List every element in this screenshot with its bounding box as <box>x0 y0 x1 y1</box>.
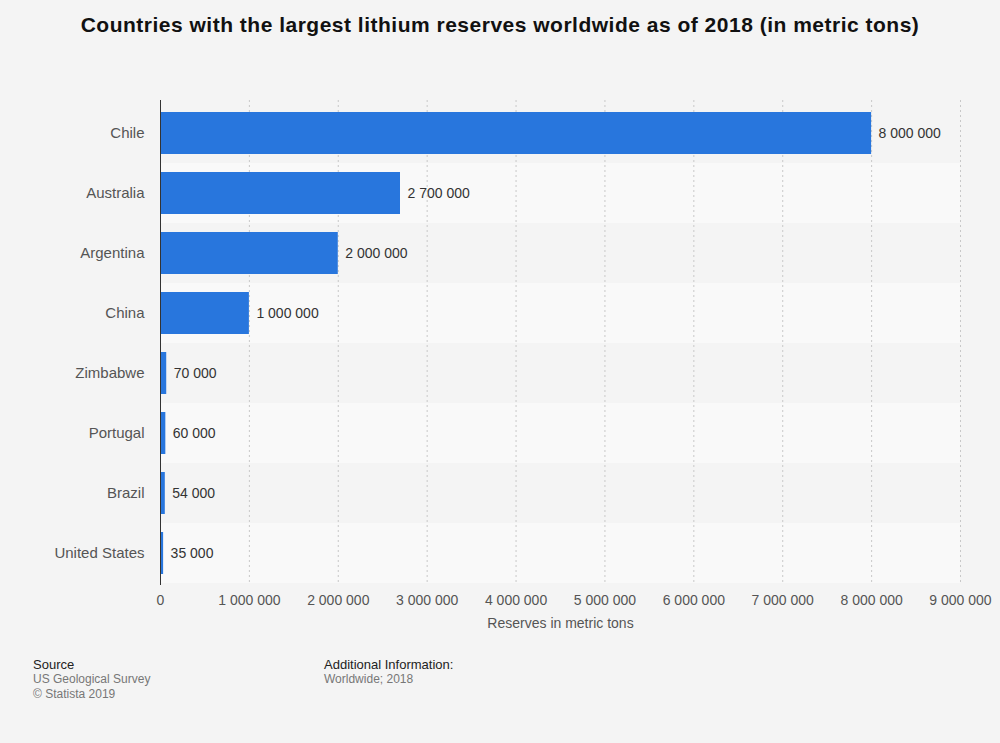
svg-text:60 000: 60 000 <box>173 425 216 441</box>
svg-text:54 000: 54 000 <box>172 485 215 501</box>
html-text:Additional Information:: Additional Information: <box>324 657 454 672</box>
html-text:Source: Source <box>33 657 75 672</box>
svg-text:1 000 000: 1 000 000 <box>218 592 280 608</box>
svg-text:6 000 000: 6 000 000 <box>663 592 725 608</box>
svg-text:Argentina: Argentina <box>80 244 145 261</box>
svg-text:Reserves in metric tons: Reserves in metric tons <box>487 615 633 631</box>
svg-text:Brazil: Brazil <box>107 484 145 501</box>
svg-text:9 000 000: 9 000 000 <box>929 592 991 608</box>
svg-text:8 000 000: 8 000 000 <box>879 125 941 141</box>
svg-text:Portugal: Portugal <box>89 424 145 441</box>
html-text:© Statista 2019: © Statista 2019 <box>33 687 116 701</box>
svg-text:Chile: Chile <box>110 124 144 141</box>
svg-text:70 000: 70 000 <box>174 365 217 381</box>
svg-text:7 000 000: 7 000 000 <box>752 592 814 608</box>
html-text:Worldwide; 2018: Worldwide; 2018 <box>324 672 414 686</box>
svg-text:Zimbabwe: Zimbabwe <box>75 364 144 381</box>
svg-text:2 000 000: 2 000 000 <box>307 592 369 608</box>
svg-text:8 000 000: 8 000 000 <box>840 592 902 608</box>
svg-text:China: China <box>105 304 145 321</box>
svg-text:United States: United States <box>54 544 144 561</box>
svg-text:1 000 000: 1 000 000 <box>256 305 318 321</box>
svg-text:2 700 000: 2 700 000 <box>408 185 470 201</box>
html-text:Countries with the largest lit: Countries with the largest lithium reser… <box>80 13 920 36</box>
html-text:US Geological Survey: US Geological Survey <box>33 672 151 686</box>
svg-text:Australia: Australia <box>86 184 145 201</box>
svg-text:35 000: 35 000 <box>171 545 214 561</box>
svg-text:5 000 000: 5 000 000 <box>574 592 636 608</box>
svg-text:2 000 000: 2 000 000 <box>345 245 407 261</box>
svg-text:0: 0 <box>157 592 165 608</box>
svg-text:4 000 000: 4 000 000 <box>485 592 547 608</box>
svg-text:3 000 000: 3 000 000 <box>396 592 458 608</box>
